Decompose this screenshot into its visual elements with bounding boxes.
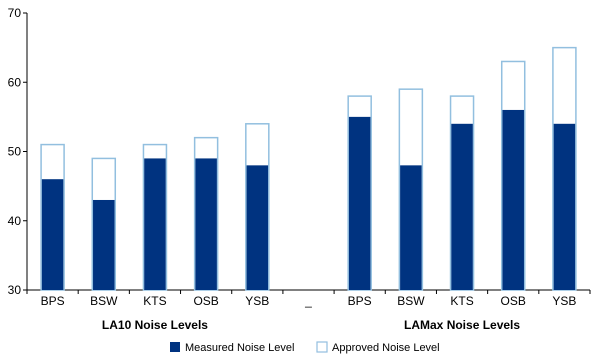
chart-axes	[23, 12, 591, 294]
measured-bar	[144, 158, 166, 290]
x-tick-label: BSW	[90, 294, 118, 308]
x-tick-label: OSB	[193, 294, 218, 308]
legend-swatch	[170, 342, 180, 352]
legend-approved: Approved Noise Level	[316, 341, 440, 354]
x-tick-label: BPS	[41, 294, 65, 308]
legend-label: Approved Noise Level	[332, 342, 440, 354]
x-tick-label: OSB	[501, 294, 526, 308]
x-tick-label: KTS	[450, 294, 473, 308]
y-tick-label: 50	[8, 145, 22, 159]
y-tick-label: 70	[8, 6, 22, 20]
chart-bars	[40, 46, 577, 291]
legend-label: Measured Noise Level	[185, 342, 294, 354]
y-tick-label: 60	[8, 75, 22, 89]
group-label: LAMax Noise Levels	[404, 318, 520, 332]
x-tick-label: YSB	[552, 294, 576, 308]
x-tick-label: BPS	[348, 294, 372, 308]
measured-bar	[195, 158, 217, 290]
measured-bar	[502, 109, 524, 290]
y-tick-label: 40	[8, 214, 22, 228]
y-tick-label: 30	[8, 283, 22, 297]
measured-bar	[41, 179, 64, 290]
measured-bar	[451, 123, 473, 290]
group-label: LA10 Noise Levels	[102, 318, 208, 332]
measured-bar	[400, 165, 422, 290]
x-tick-label: _	[304, 294, 312, 308]
x-tick-label: KTS	[143, 294, 166, 308]
legend-measured: Measured Noise Level	[170, 342, 294, 354]
x-tick-label: YSB	[245, 294, 269, 308]
chart-labels: 30 40 50 60 70 BPS BSW KTS OSB YSB _ BPS BSW KTS OSB YS…	[8, 6, 577, 332]
measured-bar	[246, 165, 269, 290]
measured-bar	[553, 123, 576, 290]
chart-legend: Measured Noise Level Approved Noise Level	[170, 341, 440, 354]
measured-bar	[93, 199, 115, 290]
legend-swatch	[316, 341, 328, 353]
measured-bar	[348, 116, 371, 290]
x-tick-label: BSW	[397, 294, 425, 308]
